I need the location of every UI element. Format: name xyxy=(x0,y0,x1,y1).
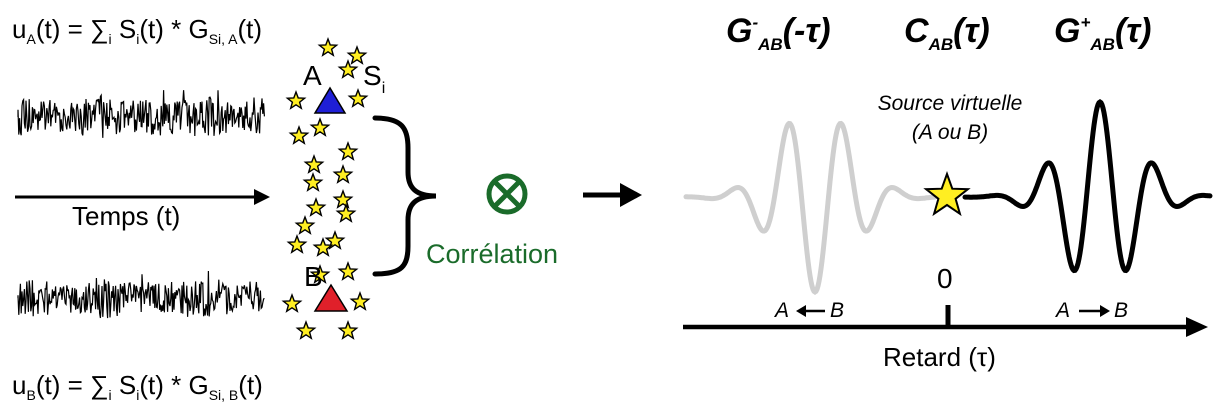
source-star-icon xyxy=(303,153,325,174)
g-minus-label: G-AB(-τ) xyxy=(726,12,831,54)
left-arrow-b: B xyxy=(830,299,845,322)
source-star-icon xyxy=(295,319,317,340)
virtual-source-star-icon xyxy=(923,171,971,217)
source-star-icon xyxy=(332,163,354,184)
source-star-icon xyxy=(347,87,369,108)
station-b-label: B xyxy=(304,261,323,292)
right-direction-arrowhead xyxy=(1100,305,1110,317)
circled-times-icon xyxy=(486,173,528,215)
source-star-icon xyxy=(305,196,327,217)
source-star-icon xyxy=(349,290,371,311)
time-axis-arrowhead xyxy=(254,189,270,205)
source-star-icon xyxy=(281,292,303,313)
causal-wave xyxy=(962,98,1213,274)
zero-label: 0 xyxy=(937,263,953,294)
source-star-icon xyxy=(294,214,316,235)
lag-axis-arrowhead xyxy=(1186,317,1208,337)
acausal-wave xyxy=(683,120,938,296)
station-a-label: A xyxy=(303,60,322,91)
source-star-icon xyxy=(286,233,308,254)
g-plus-label: G+AB(τ) xyxy=(1054,12,1152,54)
source-star-icon xyxy=(337,319,359,340)
source-star-icon xyxy=(302,171,324,192)
source-star-icon xyxy=(346,44,368,65)
source-star-icon xyxy=(337,260,359,281)
source-star-icon xyxy=(285,89,307,110)
equation-ua: uA(t) = ∑i Si(t) * GSi, A(t) xyxy=(12,14,263,47)
station-b-triangle xyxy=(313,283,349,312)
sources-label: Si xyxy=(363,60,386,97)
source-star-icon xyxy=(312,236,334,257)
noise-trace-a xyxy=(17,90,265,138)
time-axis-label: Temps (t) xyxy=(72,201,181,231)
lag-axis-label: Retard (τ) xyxy=(883,342,996,372)
source-star-icon xyxy=(288,124,310,145)
curly-brace xyxy=(372,115,437,277)
left-direction-arrowhead xyxy=(796,305,806,317)
right-arrow-a: A xyxy=(1056,299,1071,322)
right-arrow-b: B xyxy=(1114,299,1129,322)
source-star-icon xyxy=(309,263,331,284)
source-star-icon xyxy=(317,36,339,57)
left-arrow-a: A xyxy=(775,299,790,322)
noise-trace-b xyxy=(17,270,265,319)
equation-ub: uB(t) = ∑i Si(t) * GSi, B(t) xyxy=(12,370,263,403)
noise-sources xyxy=(281,36,371,340)
c-ab-label: CAB(τ) xyxy=(904,12,990,54)
correlation-label: Corrélation xyxy=(426,239,559,269)
source-star-icon xyxy=(337,58,359,79)
station-a-triangle xyxy=(313,86,347,114)
virtual-source-label: Source virtuelle (A ou B) xyxy=(877,92,1023,144)
result-arrow-head xyxy=(620,183,642,207)
source-star-icon xyxy=(309,116,331,137)
source-star-icon xyxy=(337,140,359,161)
source-star-icon xyxy=(335,202,357,223)
source-star-icon xyxy=(332,188,354,209)
source-star-icon xyxy=(324,229,346,250)
